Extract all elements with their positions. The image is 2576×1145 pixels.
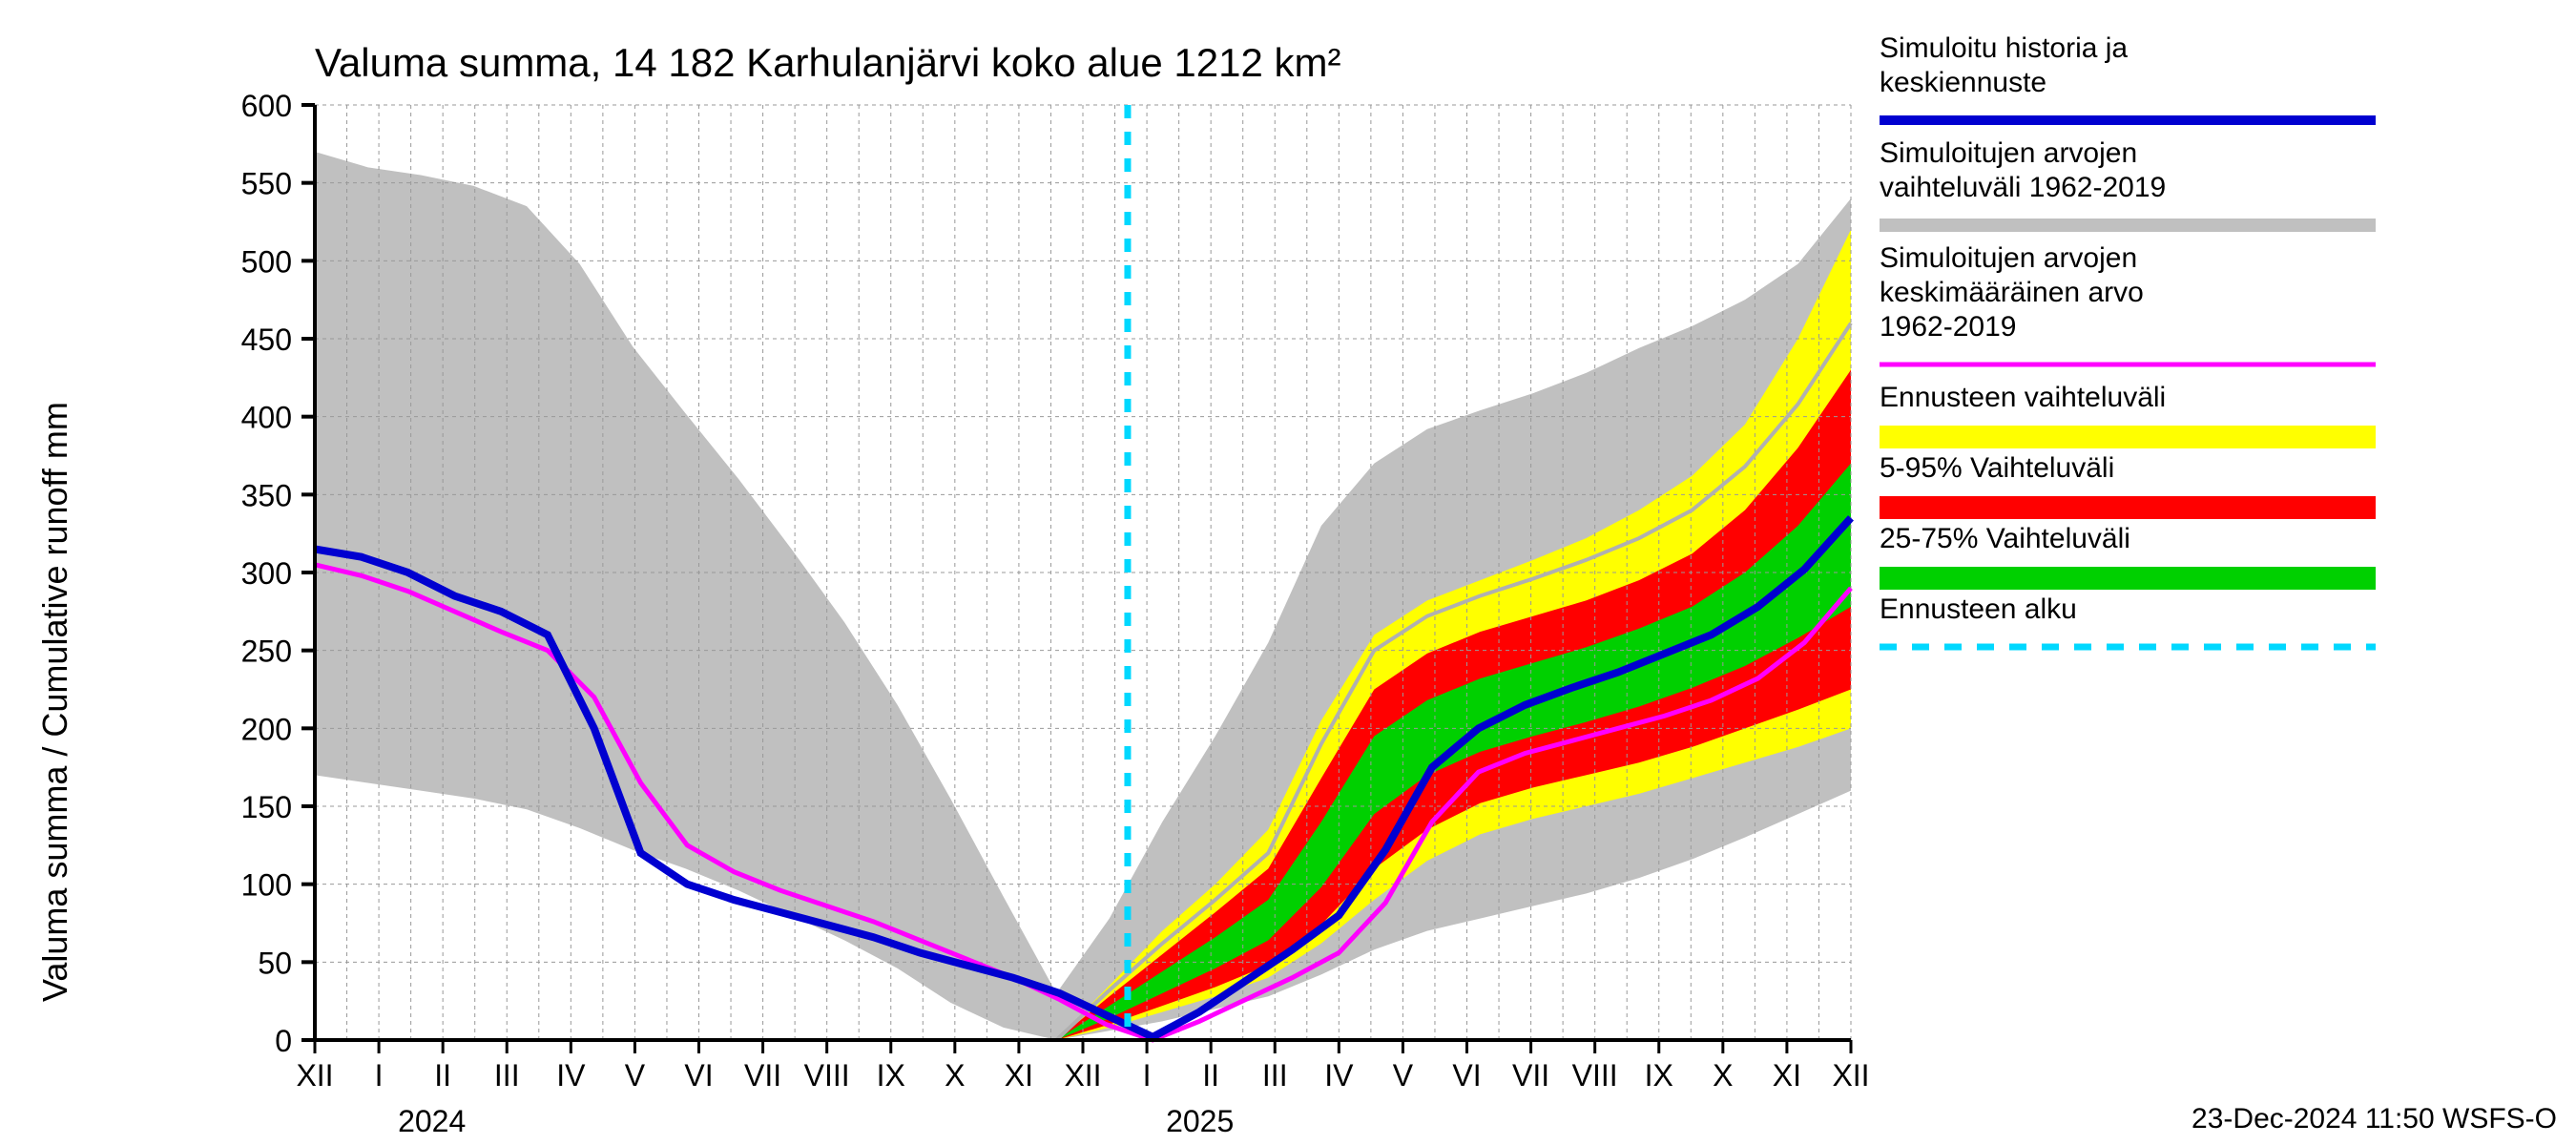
y-tick-label: 500 <box>241 244 292 279</box>
x-tick-label: IX <box>1645 1058 1673 1093</box>
x-tick-label: VIII <box>1572 1058 1618 1093</box>
legend-label: Ennusteen alku <box>1880 593 2077 625</box>
y-tick-label: 50 <box>258 946 292 980</box>
x-tick-label: VI <box>684 1058 713 1093</box>
y-tick-label: 0 <box>275 1024 292 1058</box>
x-tick-label: XII <box>1832 1058 1869 1093</box>
y-tick-label: 600 <box>241 89 292 123</box>
legend-label: Simuloitujen arvojen <box>1880 137 2137 169</box>
legend-label: keskiennuste <box>1880 67 2046 98</box>
x-tick-label: VI <box>1452 1058 1481 1093</box>
legend-label: Ennusteen vaihteluväli <box>1880 382 2166 413</box>
legend-label: Simuloitujen arvojen <box>1880 242 2137 274</box>
legend-label: keskimääräinen arvo <box>1880 277 2144 308</box>
y-tick-label: 350 <box>241 478 292 512</box>
legend-label: 25-75% Vaihteluväli <box>1880 523 2130 554</box>
x-tick-label: X <box>1713 1058 1733 1093</box>
x-year-label: 2024 <box>398 1104 466 1138</box>
legend-swatch <box>1880 426 2376 448</box>
x-tick-label: IV <box>556 1058 586 1093</box>
x-tick-label: X <box>945 1058 965 1093</box>
x-tick-label: I <box>1143 1058 1152 1093</box>
x-tick-label: XII <box>1064 1058 1101 1093</box>
x-tick-label: II <box>434 1058 451 1093</box>
x-tick-label: III <box>494 1058 520 1093</box>
y-tick-label: 450 <box>241 323 292 357</box>
x-tick-label: XI <box>1005 1058 1033 1093</box>
x-tick-label: III <box>1262 1058 1288 1093</box>
y-tick-label: 250 <box>241 635 292 669</box>
x-year-label: 2025 <box>1166 1104 1234 1138</box>
legend-label: 1962-2019 <box>1880 311 2016 343</box>
x-tick-label: V <box>625 1058 646 1093</box>
x-tick-label: V <box>1393 1058 1414 1093</box>
chart-container: 050100150200250300350400450500550600XIII… <box>0 0 2576 1145</box>
legend-swatch <box>1880 496 2376 519</box>
y-tick-label: 100 <box>241 868 292 903</box>
y-tick-label: 200 <box>241 712 292 746</box>
x-tick-label: XII <box>296 1058 333 1093</box>
x-tick-label: VIII <box>804 1058 850 1093</box>
x-tick-label: II <box>1202 1058 1219 1093</box>
legend-swatch <box>1880 567 2376 590</box>
legend-label: 5-95% Vaihteluväli <box>1880 452 2114 484</box>
y-tick-label: 300 <box>241 556 292 591</box>
legend-label: vaihteluväli 1962-2019 <box>1880 172 2166 203</box>
y-tick-label: 400 <box>241 401 292 435</box>
y-tick-label: 550 <box>241 167 292 201</box>
chart-footer: 23-Dec-2024 11:50 WSFS-O <box>2192 1103 2557 1135</box>
x-tick-label: IX <box>877 1058 905 1093</box>
x-tick-label: IV <box>1324 1058 1354 1093</box>
x-tick-label: VII <box>744 1058 781 1093</box>
y-axis-label: Valuma summa / Cumulative runoff mm <box>35 402 74 1002</box>
chart-title: Valuma summa, 14 182 Karhulanjärvi koko … <box>315 40 1340 85</box>
legend-label: Simuloitu historia ja <box>1880 32 2128 64</box>
x-tick-label: I <box>375 1058 384 1093</box>
x-tick-label: VII <box>1512 1058 1549 1093</box>
x-tick-label: XI <box>1773 1058 1801 1093</box>
y-tick-label: 150 <box>241 790 292 824</box>
runoff-chart: 050100150200250300350400450500550600XIII… <box>0 0 2576 1145</box>
